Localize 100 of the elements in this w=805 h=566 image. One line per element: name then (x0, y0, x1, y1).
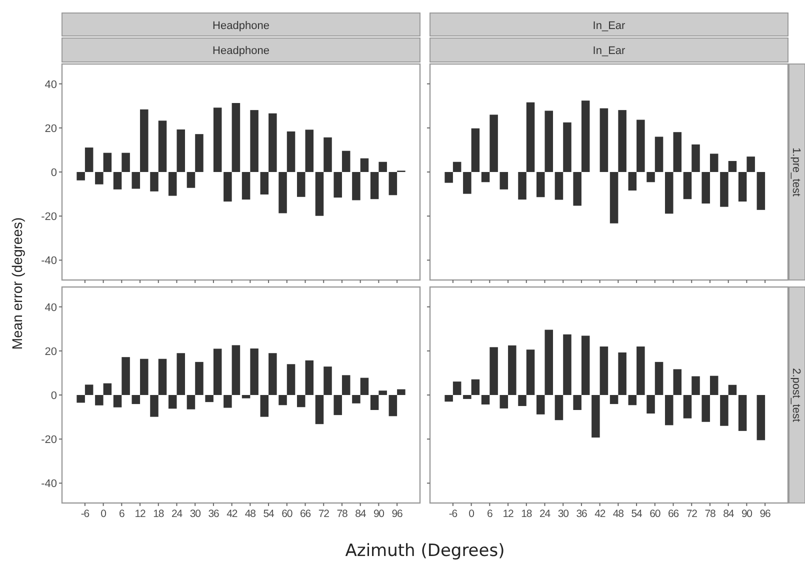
bar (324, 137, 332, 172)
x-tick-label: 54 (631, 508, 643, 520)
bar (573, 395, 582, 410)
x-tick-label: 72 (318, 508, 330, 520)
x-tick-label: 96 (392, 508, 404, 520)
bar (536, 172, 545, 198)
bar (305, 360, 314, 395)
bar (554, 172, 564, 200)
bar (232, 103, 240, 172)
bar (76, 172, 85, 180)
x-axis-title: Azimuth (Degrees) (345, 541, 505, 561)
bar (720, 172, 728, 207)
x-tick-label: 90 (373, 508, 385, 520)
bar (168, 172, 177, 196)
bar (481, 172, 490, 182)
x-tick-label: 36 (208, 508, 220, 520)
bar (352, 172, 360, 200)
bar (95, 172, 104, 184)
bar (746, 156, 755, 172)
bar (132, 172, 140, 189)
bar (84, 384, 94, 395)
x-tick-label: 60 (282, 508, 293, 520)
bar (195, 362, 204, 395)
y2-axis-title: 1.pre_test (790, 148, 802, 196)
bar (370, 172, 379, 200)
bar (260, 395, 269, 417)
x-tick-label: 78 (704, 508, 716, 520)
bar (702, 395, 710, 422)
bar (490, 114, 498, 172)
bar (518, 395, 526, 406)
x-tick-label: 0 (468, 508, 475, 520)
bar (654, 362, 664, 395)
x-tick-label: 48 (612, 508, 624, 520)
x-tick-label: 72 (686, 508, 698, 520)
bar (296, 395, 306, 408)
x-tick-label: 78 (336, 508, 348, 520)
bar (728, 384, 737, 395)
bar (388, 172, 398, 196)
bar (397, 389, 406, 395)
bar (158, 358, 167, 395)
bar (654, 136, 664, 172)
bar (610, 395, 618, 404)
x-tick-label: 90 (741, 508, 753, 520)
bar (186, 395, 196, 410)
bar (471, 379, 480, 395)
bar (158, 120, 167, 172)
bar (278, 172, 287, 214)
bar (242, 395, 250, 398)
bar (581, 100, 590, 172)
bar (673, 132, 682, 172)
bar (95, 395, 104, 406)
bar (140, 358, 148, 395)
bar (592, 395, 600, 438)
bar (544, 110, 554, 172)
x-tick-label: 30 (190, 508, 202, 520)
bar (683, 395, 692, 418)
bar (176, 129, 186, 172)
x-tick-label: 12 (502, 508, 514, 520)
bar (463, 395, 472, 399)
x-tick-label: 24 (172, 508, 183, 520)
bar (618, 110, 626, 172)
x-tick-label: 12 (134, 508, 146, 520)
bar (360, 378, 369, 395)
y-tick-label: 40 (44, 302, 57, 314)
bar (673, 369, 682, 395)
bar (600, 108, 608, 172)
x-tick-label: 0 (100, 508, 107, 520)
x-tick-label: 6 (487, 508, 494, 520)
bar (526, 350, 535, 395)
bar (324, 366, 332, 395)
bar (250, 348, 258, 395)
bar (342, 375, 350, 395)
bar (526, 102, 535, 172)
y-tick-label: 0 (50, 390, 57, 402)
bar (628, 395, 637, 406)
bar (315, 395, 324, 424)
x-tick-label: 48 (244, 508, 256, 520)
bar (490, 347, 498, 395)
x-tick-label: 18 (153, 508, 164, 520)
bar (518, 172, 526, 200)
bar (500, 395, 508, 408)
chart-subtitle: Headphone (212, 45, 270, 57)
bar (738, 172, 747, 202)
bar (444, 172, 453, 183)
bar (224, 395, 232, 408)
bar (481, 395, 490, 404)
bar (260, 172, 269, 194)
bar (176, 353, 186, 395)
x-tick-label: 66 (300, 508, 312, 520)
bar (628, 172, 637, 191)
bar (692, 376, 700, 395)
x-tick-label: 84 (723, 508, 734, 520)
bar (232, 345, 240, 395)
bar (554, 395, 564, 420)
x-tick-label: 30 (558, 508, 570, 520)
bar (150, 395, 158, 417)
bar (563, 334, 572, 395)
chart-title: In_Ear (592, 20, 626, 32)
x-tick-label: 24 (540, 508, 551, 520)
bar (76, 395, 85, 403)
